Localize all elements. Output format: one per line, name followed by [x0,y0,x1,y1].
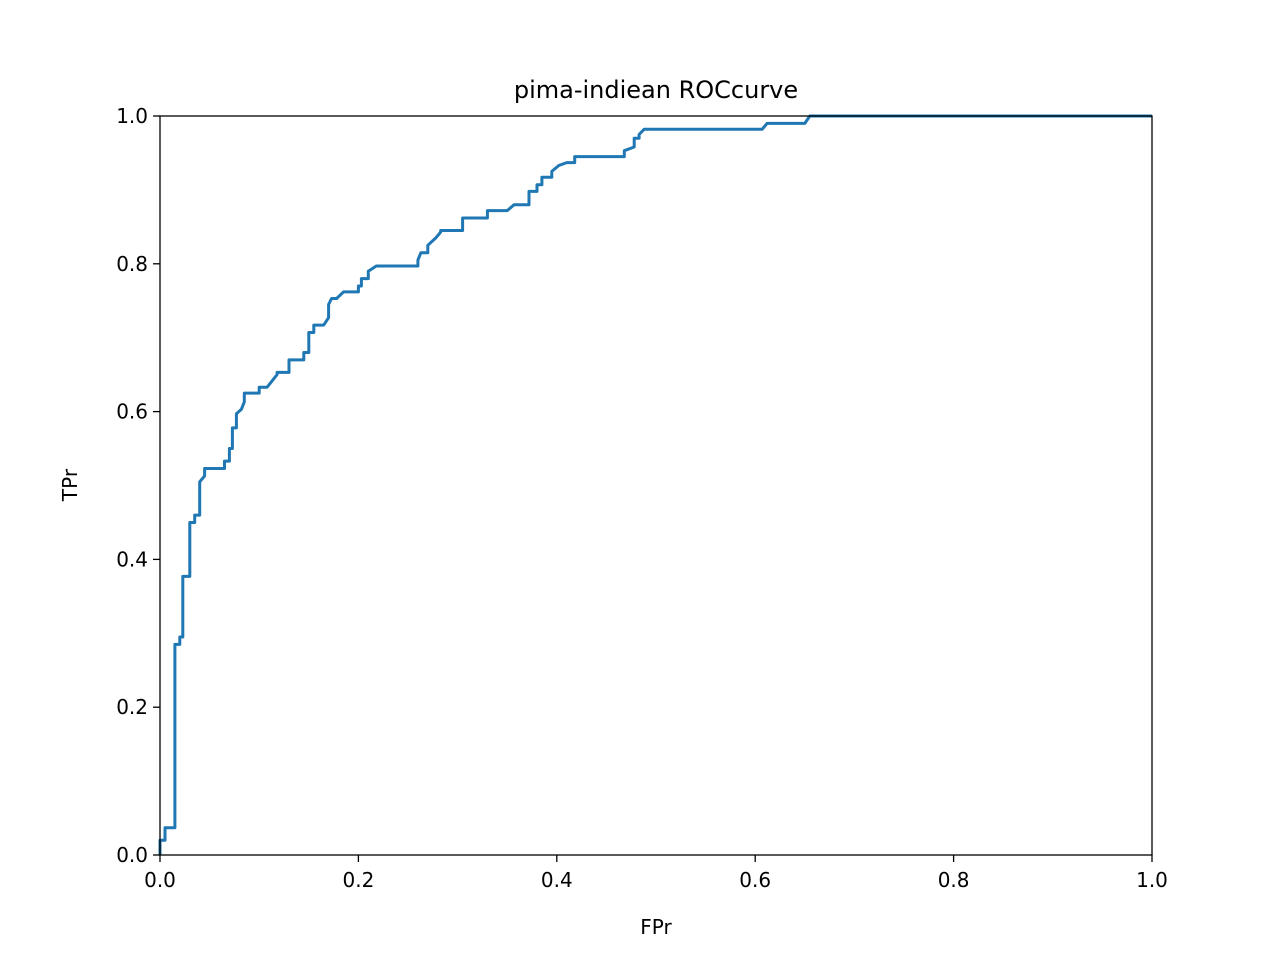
x-tick-label: 0.0 [144,868,176,892]
chart-title: pima-indiean ROCcurve [514,76,798,104]
x-tick-label: 1.0 [1136,868,1168,892]
y-tick-label: 0.4 [116,547,148,571]
x-tick-label: 0.4 [541,868,573,892]
plot-area [160,116,1152,855]
y-axis-ticks: 0.0 0.2 0.4 0.6 0.8 1.0 [116,104,160,867]
roc-curve-line-0 [158,114,1152,855]
y-tick-label: 1.0 [116,104,148,128]
y-tick-label: 0.8 [116,252,148,276]
y-tick-label: 0.2 [116,695,148,719]
x-tick-label: 0.8 [938,868,970,892]
x-tick-label: 0.6 [739,868,771,892]
x-axis-label: FPr [640,915,672,939]
x-tick-label: 0.2 [342,868,374,892]
axes-frame [159,115,1153,856]
y-tick-label: 0.6 [116,400,148,424]
x-axis-ticks: 0.0 0.2 0.4 0.6 0.8 1.0 [144,855,1168,892]
y-tick-label: 0.0 [116,843,148,867]
y-axis-label: TPr [58,468,82,502]
series-layer [158,114,1152,855]
